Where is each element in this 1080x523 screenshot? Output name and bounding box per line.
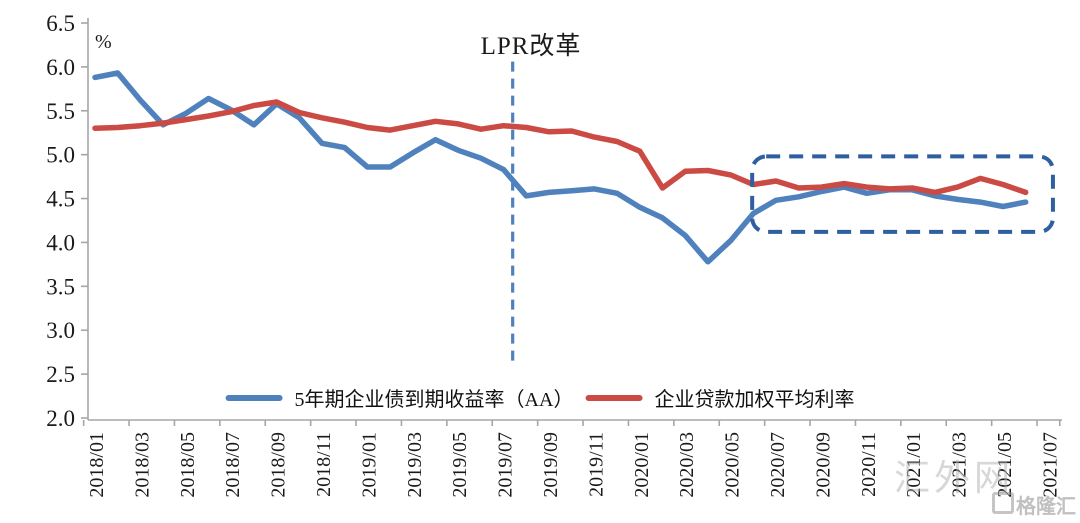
y-axis-label: 5.5 (46, 99, 75, 124)
x-axis-label: 2020/11 (858, 432, 880, 497)
legend-label-loan-rate: 企业贷款加权平均利率 (654, 389, 855, 411)
lpr-reform-annotation: LPR改革 (480, 33, 582, 60)
y-axis-label: 3.5 (46, 274, 75, 299)
series-line-loan-rate (92, 99, 1029, 196)
legend-swatch-bond-yield (225, 394, 283, 401)
highlight-box (750, 154, 1055, 234)
x-axis-label: 2018/11 (313, 432, 335, 497)
x-axis-label: 2020/07 (767, 432, 789, 498)
x-axis-label: 2018/09 (268, 432, 290, 498)
y-axis-label: 2.5 (46, 362, 75, 387)
y-axis-unit-label: % (95, 31, 112, 53)
legend: 5年期企业债到期收益率（AA） 企业贷款加权平均利率 (225, 383, 855, 412)
x-axis-label: 2020/03 (676, 432, 698, 498)
x-axis-label: 2019/07 (495, 432, 517, 498)
x-axis-label: 2021/03 (949, 432, 971, 498)
x-axis-label: 2020/05 (722, 432, 744, 498)
y-axis-label: 6.0 (46, 55, 75, 80)
x-axis-label: 2020/01 (631, 432, 653, 498)
y-axis-label: 6.5 (46, 11, 75, 36)
x-axis-label: 2018/07 (222, 432, 244, 498)
y-axis-label: 2.0 (46, 406, 75, 431)
x-axis-label: 2018/01 (86, 432, 108, 498)
y-axis-label: 3.0 (46, 318, 75, 343)
x-axis-label: 2021/07 (1039, 432, 1061, 498)
y-axis-label: 4.0 (46, 230, 75, 255)
legend-swatch-loan-rate (585, 394, 643, 401)
y-axis-label: 5.0 (46, 143, 75, 168)
x-axis-label: 2019/05 (449, 432, 471, 498)
x-axis-label: 2019/11 (585, 432, 607, 497)
y-axis-label: 4.5 (46, 187, 75, 212)
x-axis-label: 2019/01 (358, 432, 380, 498)
legend-label-bond-yield: 5年期企业债到期收益率（AA） (294, 389, 574, 411)
x-axis-label: 2019/09 (540, 432, 562, 498)
x-axis-label: 2021/01 (903, 432, 925, 498)
x-axis-label: 2018/05 (177, 432, 199, 498)
x-axis-label: 2021/05 (994, 432, 1016, 498)
x-axis-label: 2018/03 (131, 432, 153, 498)
x-axis-label: 2019/03 (404, 432, 426, 498)
series-line-bond-yield (92, 70, 1029, 265)
x-axis-label: 2020/09 (812, 432, 834, 498)
